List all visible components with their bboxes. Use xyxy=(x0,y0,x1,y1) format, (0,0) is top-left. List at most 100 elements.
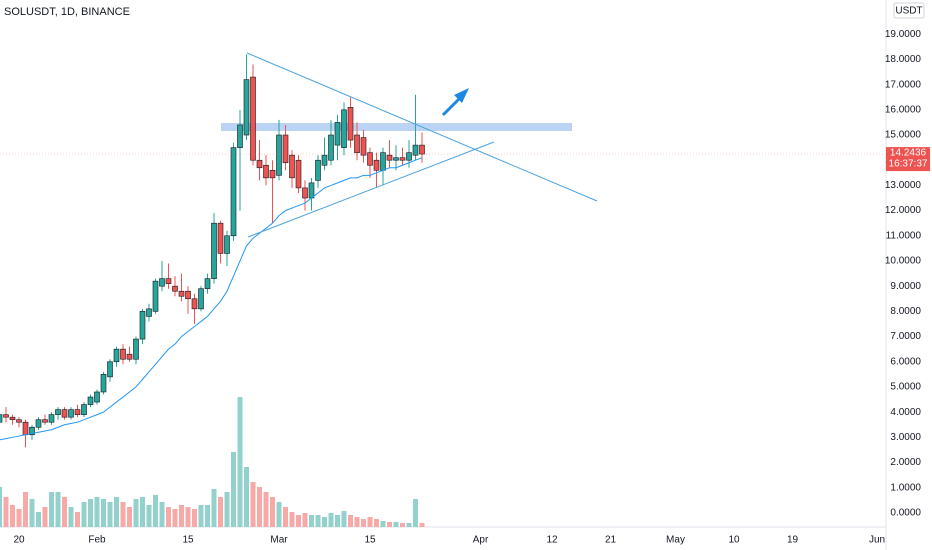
candle-body xyxy=(55,409,61,415)
currency[interactable]: USDT xyxy=(895,6,922,17)
volume-bar xyxy=(211,489,217,527)
descending-trendline xyxy=(246,52,598,202)
volume-bar xyxy=(413,499,418,527)
candle-body xyxy=(328,134,334,161)
x-tick-label: 21 xyxy=(605,535,617,546)
candle-body xyxy=(35,419,42,428)
y-tick-label: 4.0000 xyxy=(890,407,921,418)
candle-body xyxy=(243,79,250,136)
candle-body xyxy=(302,187,308,199)
volume-bar xyxy=(406,523,412,527)
candle-body xyxy=(295,159,302,189)
candle-body xyxy=(48,414,55,423)
volume-bar xyxy=(224,492,230,527)
volume-bar xyxy=(244,467,249,527)
volume-bar xyxy=(400,523,405,527)
volume-bar xyxy=(133,499,139,527)
candle-body xyxy=(3,414,9,418)
candle-body xyxy=(373,159,380,171)
resistance-zone xyxy=(221,123,572,131)
candle-body xyxy=(406,152,412,161)
y-tick-label: 12.0000 xyxy=(885,205,922,216)
y-tick-label: 3.0000 xyxy=(890,432,921,443)
candle-body xyxy=(347,107,354,141)
candle-body xyxy=(360,137,367,156)
volume-bar xyxy=(10,505,15,527)
x-tick-label: 10 xyxy=(728,535,740,546)
volume-bar xyxy=(289,512,295,527)
candle-body xyxy=(81,404,87,415)
volume-bar xyxy=(296,515,301,527)
candle-body xyxy=(61,409,68,418)
x-tick-label: Feb xyxy=(88,535,106,546)
candle-body xyxy=(178,290,185,297)
volume-bar xyxy=(3,497,9,527)
volume-bar xyxy=(23,492,28,527)
candle-body xyxy=(126,353,133,360)
x-tick-label: Jun xyxy=(869,535,885,546)
x-tick-label: 15 xyxy=(364,535,376,546)
volume-bar xyxy=(42,507,48,527)
y-tick-label: 1.0000 xyxy=(890,482,921,493)
volume-bar xyxy=(263,492,269,527)
candle-body xyxy=(367,152,373,166)
volume-bar xyxy=(276,502,282,527)
volume-bar xyxy=(328,513,334,527)
candle-body xyxy=(419,144,425,155)
last-price: 14.2436 xyxy=(890,148,927,159)
volume-bar xyxy=(166,507,171,527)
currency-box[interactable] xyxy=(893,2,925,19)
candle-body xyxy=(289,154,295,179)
candle-body xyxy=(87,396,94,405)
volume-bar xyxy=(257,487,262,527)
volume-bar xyxy=(348,515,353,527)
candle-body xyxy=(191,298,198,310)
candle-body xyxy=(94,391,100,403)
volume-bar xyxy=(315,515,321,527)
volume-bar xyxy=(62,497,67,527)
candle-body xyxy=(211,222,217,279)
volume-bar xyxy=(29,499,35,527)
candle-body xyxy=(165,278,172,284)
candle-body xyxy=(315,159,321,181)
volume-bar xyxy=(185,507,191,527)
x-tick-label: May xyxy=(666,535,685,546)
y-tick-label: 5.0000 xyxy=(890,382,921,393)
candle-body xyxy=(113,348,120,363)
y-tick-label: 19.0000 xyxy=(885,29,922,40)
volume-bar xyxy=(127,507,132,527)
volume-bar xyxy=(231,452,236,527)
volume-bar xyxy=(283,507,288,527)
candle-body xyxy=(9,416,16,420)
x-tick-label: 20 xyxy=(13,535,25,546)
candle-body xyxy=(341,109,347,148)
volume-bar xyxy=(0,487,2,527)
x-tick-label: 15 xyxy=(182,535,194,546)
x-tick-label: 12 xyxy=(546,535,558,546)
y-tick-label: 0.0000 xyxy=(890,508,921,519)
volume-bar xyxy=(387,522,392,527)
candle-body xyxy=(107,361,113,378)
volume-bar xyxy=(335,515,340,527)
candle-body xyxy=(146,308,152,317)
volume-bar xyxy=(120,502,126,527)
arrow-shaft xyxy=(441,96,462,117)
y-tick-label: 11.0000 xyxy=(886,230,922,241)
candle-body xyxy=(100,374,107,393)
candle-body xyxy=(42,419,48,423)
volume-bar xyxy=(374,519,379,527)
chart-title: SOLUSDT, 1D, BINANCE xyxy=(4,6,130,18)
volume-bar xyxy=(302,513,308,527)
candle-body xyxy=(276,134,282,176)
volume-bar xyxy=(354,517,360,527)
candle-body xyxy=(152,280,159,312)
volume-bar xyxy=(218,497,223,527)
y-tick-label: 17.0000 xyxy=(885,79,922,90)
volume-bar xyxy=(94,497,100,527)
candle-body xyxy=(139,311,146,340)
candle-body xyxy=(68,409,74,418)
y-tick-label: 2.0000 xyxy=(890,457,921,468)
volume-bar xyxy=(250,482,256,527)
candle-body xyxy=(263,164,269,179)
